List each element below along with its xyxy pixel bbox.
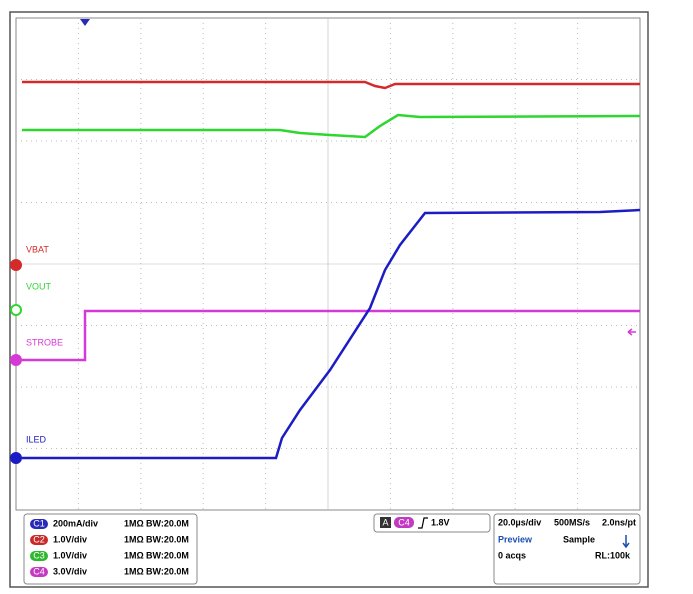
acq-count: 0 acqs [498, 550, 526, 560]
channel-bandwidth: BW:20.0M [146, 518, 189, 528]
channel-id: C4 [33, 566, 45, 576]
sample-rate: 500MS/s [554, 517, 590, 527]
trace-iled [22, 208, 641, 460]
acquisition-panel [493, 513, 641, 585]
channel-bandwidth: BW:20.0M [146, 566, 189, 576]
run-arrow [622, 535, 630, 549]
channel-id: C2 [33, 534, 45, 544]
channel-scale: 3.0V/div [53, 566, 87, 576]
acq-state: Preview [498, 534, 533, 544]
channel-scale: 1.0V/div [53, 550, 87, 560]
channel-impedance: 1MΩ [124, 550, 144, 560]
trace-vout [22, 113, 641, 139]
channel-impedance: 1MΩ [124, 566, 144, 576]
channel-id: C3 [33, 550, 45, 560]
channel-scale: 200mA/div [53, 518, 98, 528]
trace-labels: VBAT VOUT STROBE ILED [10, 244, 63, 464]
trace-label: VOUT [26, 281, 52, 291]
channel-marker [10, 452, 22, 464]
trigger-level: 1.8V [431, 517, 450, 527]
trigger-level-marker [627, 328, 636, 336]
trigger-mode: A [382, 517, 388, 527]
channel-marker [10, 259, 22, 271]
time-div: 20.0µs/div [498, 517, 541, 527]
trace-label: ILED [26, 434, 47, 444]
channel-id: C1 [33, 518, 45, 528]
channel-bandwidth: BW:20.0M [146, 534, 189, 544]
trace-label: VBAT [26, 244, 49, 254]
channel-impedance: 1MΩ [124, 534, 144, 544]
record-length: RL:100k [595, 550, 631, 560]
grid [16, 18, 640, 510]
channel-badge [30, 519, 48, 529]
resolution: 2.0ns/pt [602, 517, 636, 527]
trace-vbat [22, 80, 640, 90]
trigger-source-badge [394, 517, 414, 528]
channel-scale: 1.0V/div [53, 534, 87, 544]
channel-marker [10, 304, 22, 316]
acq-mode: Sample [563, 534, 595, 544]
trace-label: STROBE [26, 337, 63, 347]
trigger-source: C4 [398, 517, 410, 527]
channel-panel [23, 513, 198, 585]
channel-badge [30, 567, 48, 577]
trigger-mode-badge [380, 517, 391, 528]
channel-bandwidth: BW:20.0M [146, 550, 189, 560]
trigger-position-marker [80, 19, 90, 26]
channel-badge [30, 535, 48, 545]
channel-badge [30, 551, 48, 561]
channel-marker [10, 354, 22, 366]
channel-impedance: 1MΩ [124, 518, 144, 528]
trigger-slope-icon [418, 517, 428, 529]
trace-strobe [22, 309, 640, 362]
